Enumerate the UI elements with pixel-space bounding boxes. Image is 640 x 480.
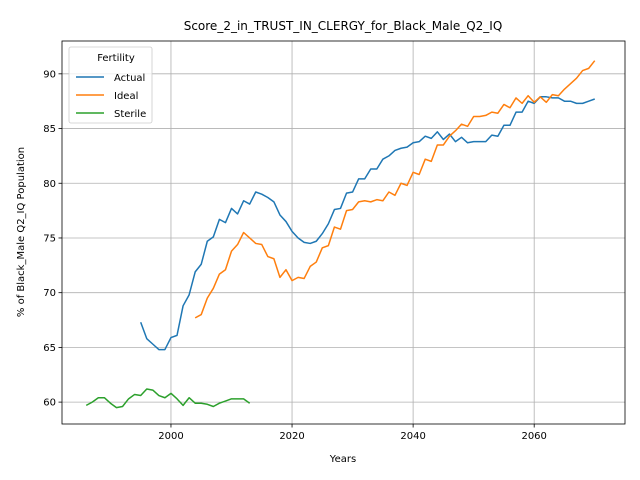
series-line-sterile [85,388,251,409]
series-layer [85,60,596,409]
y-tick-label: 65 [43,343,56,354]
x-tick-label: 2060 [521,431,546,442]
x-axis: 2000 2020 2040 2060 [158,424,547,442]
legend-label-ideal: Ideal [114,91,138,102]
y-tick-label: 90 [43,69,56,80]
legend-box [68,46,153,124]
legend: Fertility Actual Ideal Sterile [68,46,153,124]
x-tick-label: 2000 [158,431,183,442]
series-line-actual [139,96,595,351]
plot-frame [61,40,626,425]
x-tick-label: 2040 [400,431,425,442]
legend-title: Fertility [97,53,135,64]
y-tick-label: 80 [43,179,56,190]
series-line-ideal [194,60,596,319]
legend-label-sterile: Sterile [114,109,146,120]
y-tick-label: 85 [43,124,56,135]
x-tick-label: 2020 [279,431,304,442]
x-axis-label: Years [329,454,356,465]
y-axis-label: % of Black_Male Q2_IQ Population [16,147,27,317]
y-axis: 60 65 70 75 80 85 90 [43,69,62,409]
y-tick-label: 60 [43,398,56,409]
y-tick-label: 75 [43,233,56,244]
chart-title: Score_2_in_TRUST_IN_CLERGY_for_Black_Mal… [184,19,503,33]
y-tick-label: 70 [43,288,56,299]
legend-label-actual: Actual [114,73,145,84]
